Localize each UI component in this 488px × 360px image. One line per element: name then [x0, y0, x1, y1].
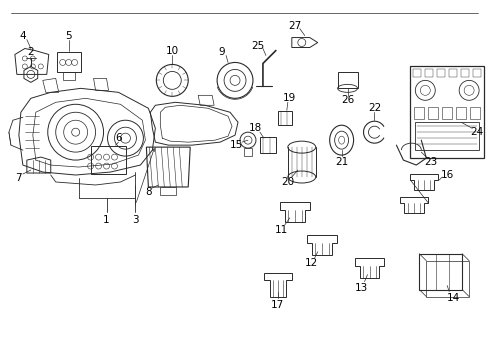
Text: 20: 20	[281, 177, 294, 187]
Text: 18: 18	[248, 123, 261, 133]
Text: 27: 27	[287, 21, 301, 31]
Text: 4: 4	[20, 31, 26, 41]
Text: 8: 8	[145, 187, 151, 197]
Text: 22: 22	[367, 103, 380, 113]
Text: 3: 3	[132, 215, 139, 225]
Text: 2: 2	[27, 48, 34, 58]
Text: 24: 24	[469, 127, 483, 137]
Text: 16: 16	[440, 170, 453, 180]
Text: 23: 23	[424, 157, 437, 167]
Text: 25: 25	[251, 41, 264, 50]
Text: 19: 19	[283, 93, 296, 103]
Text: 9: 9	[218, 48, 225, 58]
Text: 5: 5	[65, 31, 72, 41]
Text: 21: 21	[334, 157, 347, 167]
Text: 15: 15	[229, 140, 242, 150]
Text: 17: 17	[271, 300, 284, 310]
Text: 10: 10	[165, 45, 179, 55]
Text: 6: 6	[115, 133, 122, 143]
Text: 26: 26	[340, 95, 353, 105]
Text: 1: 1	[103, 215, 110, 225]
Text: 13: 13	[354, 283, 367, 293]
Text: 12: 12	[305, 258, 318, 268]
Text: 11: 11	[275, 225, 288, 235]
Text: 7: 7	[16, 173, 22, 183]
Text: 14: 14	[446, 293, 459, 302]
